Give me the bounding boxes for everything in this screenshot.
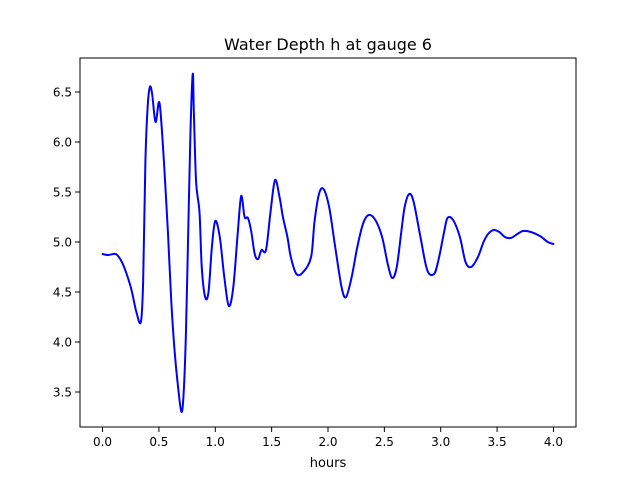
x-tick-label: 4.0 — [544, 435, 563, 449]
x-tick-label: 0.0 — [93, 435, 112, 449]
plot-frame — [79, 57, 577, 428]
y-tick-label: 6.0 — [53, 136, 72, 150]
x-tick-label: 3.5 — [488, 435, 507, 449]
series-line — [101, 72, 555, 414]
y-tick-label: 4.0 — [53, 336, 72, 350]
x-tick-label: 1.5 — [262, 435, 281, 449]
y-tick-label: 5.5 — [53, 186, 72, 200]
x-tick-label: 0.5 — [149, 435, 168, 449]
plot-area — [80, 58, 576, 427]
y-tick-label: 5.0 — [53, 236, 72, 250]
x-tick-label: 1.0 — [206, 435, 225, 449]
x-tick-label: 2.5 — [375, 435, 394, 449]
x-tick-label: 3.0 — [431, 435, 450, 449]
axis-ticks: 0.0 0.5 1.0 1.5 2.0 2.5 3.0 3.5 4.0 3.5 4.0 4.5 5.0 5… — [53, 86, 563, 450]
y-tick-label: 4.5 — [53, 286, 72, 300]
x-tick-label: 2.0 — [318, 435, 337, 449]
y-tick-label: 6.5 — [53, 86, 72, 100]
x-axis-label: hours — [310, 456, 347, 471]
y-tick-label: 3.5 — [53, 386, 72, 400]
chart-title: Water Depth h at gauge 6 — [224, 35, 432, 54]
